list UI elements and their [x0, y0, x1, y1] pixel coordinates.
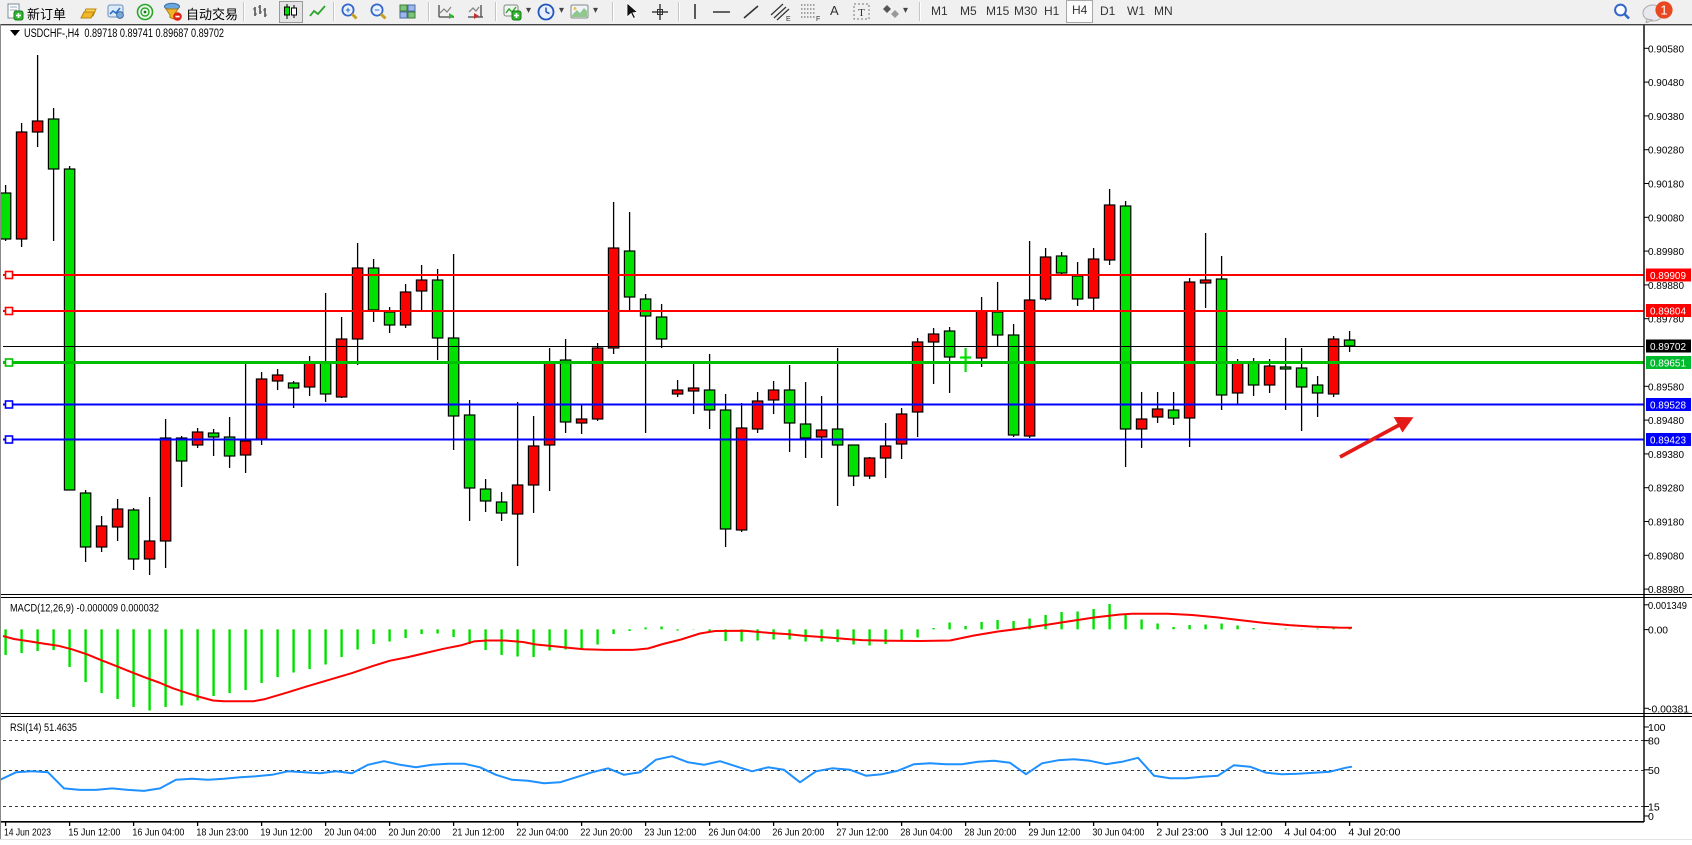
svg-text:1: 1 — [1660, 3, 1667, 18]
svg-text:19 Jun 12:00: 19 Jun 12:00 — [260, 827, 312, 839]
svg-text:27 Jun 12:00: 27 Jun 12:00 — [836, 827, 888, 839]
svg-text:0.89880: 0.89880 — [1648, 280, 1684, 292]
svg-text:MACD(12,26,9) -0.000009 0.0000: MACD(12,26,9) -0.000009 0.000032 — [10, 603, 159, 615]
svg-text:0.90380: 0.90380 — [1648, 111, 1684, 123]
svg-text:E: E — [786, 16, 791, 22]
svg-text:4 Jul 20:00: 4 Jul 20:00 — [1348, 827, 1400, 839]
svg-text:0.89980: 0.89980 — [1648, 246, 1684, 258]
svg-text:0.00: 0.00 — [1648, 625, 1668, 637]
svg-text:14 Jun 2023: 14 Jun 2023 — [4, 827, 51, 839]
svg-text:29 Jun 12:00: 29 Jun 12:00 — [1028, 827, 1080, 839]
svg-text:18 Jun 23:00: 18 Jun 23:00 — [196, 827, 248, 839]
svg-text:0.90180: 0.90180 — [1648, 179, 1684, 191]
svg-text:26 Jun 20:00: 26 Jun 20:00 — [772, 827, 824, 839]
svg-text:T: T — [858, 7, 865, 19]
svg-text:15 Jun 12:00: 15 Jun 12:00 — [68, 827, 120, 839]
svg-text:50: 50 — [1648, 765, 1660, 777]
svg-text:0.89702: 0.89702 — [1650, 341, 1686, 353]
svg-text:100: 100 — [1648, 722, 1666, 734]
svg-text:0.89380: 0.89380 — [1648, 449, 1684, 461]
svg-text:0.90280: 0.90280 — [1648, 145, 1684, 157]
svg-text:0.90580: 0.90580 — [1648, 43, 1684, 55]
svg-text:0.88980: 0.88980 — [1648, 584, 1684, 596]
svg-text:80: 80 — [1648, 736, 1660, 748]
svg-text:0.89423: 0.89423 — [1650, 435, 1686, 447]
svg-text:0.89804: 0.89804 — [1650, 306, 1686, 318]
svg-text:0.89909: 0.89909 — [1650, 270, 1686, 282]
svg-text:−: − — [374, 5, 379, 15]
svg-text:20 Jun 04:00: 20 Jun 04:00 — [324, 827, 376, 839]
svg-text:16 Jun 04:00: 16 Jun 04:00 — [132, 827, 184, 839]
svg-text:28 Jun 04:00: 28 Jun 04:00 — [900, 827, 952, 839]
svg-text:0.89480: 0.89480 — [1648, 415, 1684, 427]
svg-text:0.89180: 0.89180 — [1648, 517, 1684, 529]
svg-text:0.90080: 0.90080 — [1648, 212, 1684, 224]
svg-text:2 Jul 23:00: 2 Jul 23:00 — [1156, 827, 1208, 839]
svg-text:-0.00381: -0.00381 — [1648, 703, 1689, 715]
svg-text:21 Jun 12:00: 21 Jun 12:00 — [452, 827, 504, 839]
svg-text:F: F — [816, 16, 820, 22]
svg-text:23 Jun 12:00: 23 Jun 12:00 — [644, 827, 696, 839]
svg-text:RSI(14) 51.4635: RSI(14) 51.4635 — [10, 722, 77, 734]
svg-text:30 Jun 04:00: 30 Jun 04:00 — [1092, 827, 1144, 839]
svg-text:0.89280: 0.89280 — [1648, 483, 1684, 495]
svg-text:0.89080: 0.89080 — [1648, 550, 1684, 562]
svg-text:+: + — [345, 5, 350, 15]
svg-text:0: 0 — [1648, 811, 1654, 823]
svg-text:3 Jul 12:00: 3 Jul 12:00 — [1220, 827, 1272, 839]
svg-text:28 Jun 20:00: 28 Jun 20:00 — [964, 827, 1016, 839]
svg-text:USDCHF-,H4 0.89718 0.89741 0.: USDCHF-,H4 0.89718 0.89741 0.89687 0.897… — [24, 28, 224, 40]
svg-text:0.89580: 0.89580 — [1648, 381, 1684, 393]
svg-text:0.89651: 0.89651 — [1650, 358, 1686, 370]
svg-text:15: 15 — [1648, 802, 1660, 814]
svg-text:22 Jun 04:00: 22 Jun 04:00 — [516, 827, 568, 839]
svg-text:4 Jul 04:00: 4 Jul 04:00 — [1284, 827, 1336, 839]
svg-text:0.001349: 0.001349 — [1648, 600, 1687, 612]
svg-text:0.90480: 0.90480 — [1648, 77, 1684, 89]
svg-text:26 Jun 04:00: 26 Jun 04:00 — [708, 827, 760, 839]
svg-text:20 Jun 20:00: 20 Jun 20:00 — [388, 827, 440, 839]
svg-text:22 Jun 20:00: 22 Jun 20:00 — [580, 827, 632, 839]
svg-text:0.89528: 0.89528 — [1650, 400, 1686, 412]
